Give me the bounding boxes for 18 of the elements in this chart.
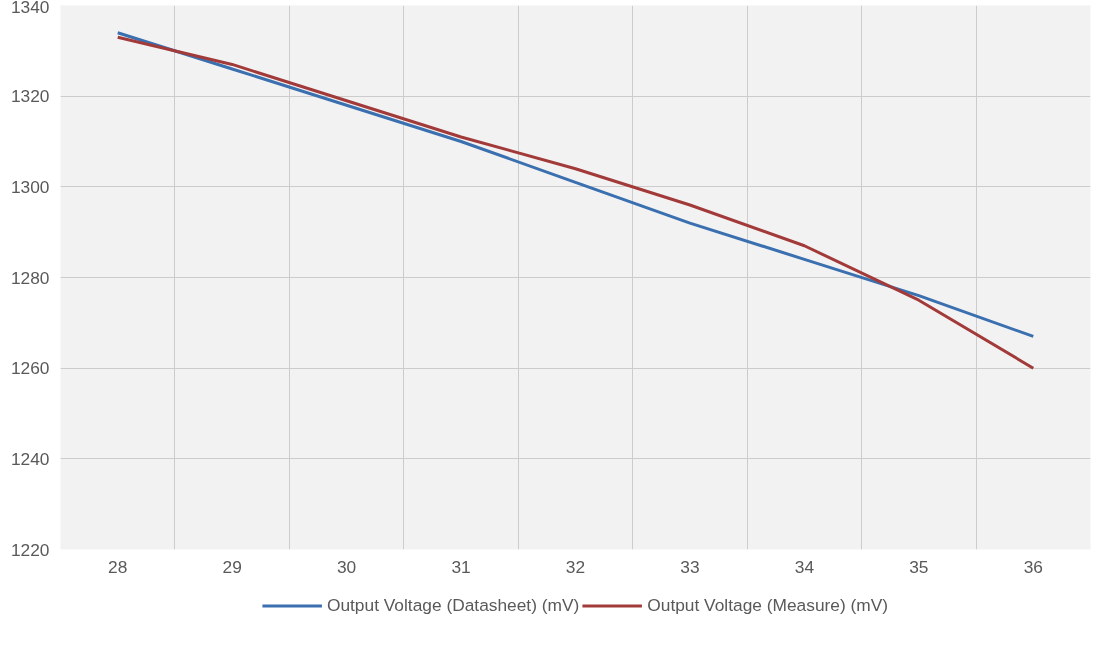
y-tick-label: 1340 bbox=[10, 0, 50, 17]
y-tick-label: 1260 bbox=[10, 358, 50, 379]
x-tick-label: 34 bbox=[794, 556, 815, 577]
x-tick-label: 29 bbox=[222, 556, 242, 577]
x-tick-label: 30 bbox=[336, 556, 357, 577]
y-tick-label: 1320 bbox=[10, 86, 50, 107]
y-tick-label: 1220 bbox=[10, 539, 50, 560]
x-tick-label: 32 bbox=[565, 556, 586, 577]
x-tick-label: 33 bbox=[680, 556, 700, 577]
y-tick-label: 1280 bbox=[10, 267, 50, 288]
x-tick-label: 31 bbox=[451, 556, 471, 577]
x-tick-label: 35 bbox=[909, 556, 929, 577]
legend-label: Output Voltage (Datasheet) (mV) bbox=[326, 594, 580, 616]
x-tick-label: 28 bbox=[108, 556, 128, 577]
y-tick-label: 1300 bbox=[10, 176, 50, 197]
y-tick-label: 1240 bbox=[10, 448, 50, 469]
legend-label: Output Voltage (Measure) (mV) bbox=[647, 594, 889, 616]
x-tick-label: 36 bbox=[1023, 556, 1043, 577]
